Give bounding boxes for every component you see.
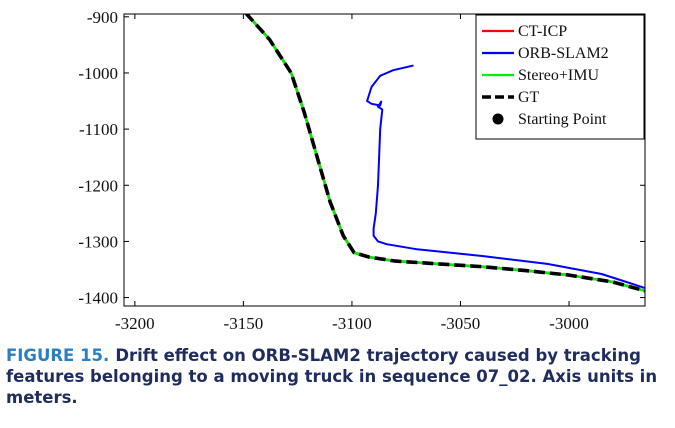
y-tick-label: -1100: [79, 120, 118, 139]
legend-label-stereo-imu: Stereo+IMU: [518, 67, 599, 84]
x-tick-label: -3200: [115, 314, 155, 333]
series-layer: [244, 14, 645, 293]
series-line-orb-slam2: [366, 64, 645, 289]
y-tick-label: -1300: [78, 232, 118, 251]
series-line-gt: [244, 14, 645, 293]
x-tick-label: -3000: [549, 314, 589, 333]
legend-label-starting-point: Starting Point: [518, 111, 607, 128]
legend-box: [475, 14, 645, 140]
legend-label-orb-slam2: ORB-SLAM2: [518, 45, 609, 62]
legend-marker-starting-point: [492, 113, 504, 125]
y-tick-label: -1000: [78, 64, 118, 83]
x-tick-label: -3050: [441, 314, 481, 333]
axis-ticks: -3200 -3150 -3100 -3050 -3000 -900 -1000 -1100 -…: [78, 8, 645, 333]
x-tick-label: -3100: [332, 314, 372, 333]
x-tick-label: -3150: [224, 314, 264, 333]
figure-caption: FIGURE 15. Drift effect on ORB-SLAM2 traj…: [6, 345, 670, 408]
y-tick-label: -900: [87, 8, 118, 27]
trajectory-chart: -3200 -3150 -3100 -3050 -3000 -900 -1000 -1100 -…: [78, 8, 646, 333]
figure-caption-text: Drift effect on ORB-SLAM2 trajectory cau…: [6, 346, 658, 407]
y-tick-label: -1200: [78, 176, 118, 195]
legend: CT-ICP ORB-SLAM2 Stereo+IMU GT Starting Poin…: [475, 14, 645, 140]
legend-label-ct-icp: CT-ICP: [518, 23, 567, 40]
y-tick-label: -1400: [78, 289, 118, 308]
figure-label: FIGURE 15.: [6, 346, 110, 365]
legend-label-gt: GT: [518, 89, 540, 106]
